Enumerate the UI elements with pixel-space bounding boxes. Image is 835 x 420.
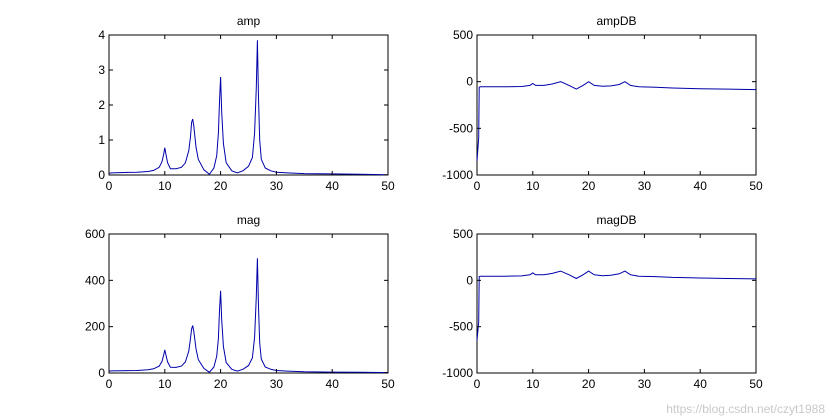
- panel-title: magDB: [596, 213, 636, 227]
- series-line-0: [476, 81, 757, 162]
- x-tick-label: 40: [694, 179, 708, 193]
- y-tick-label: -1000: [442, 168, 473, 182]
- y-tick-label: 0: [466, 75, 473, 89]
- x-tick-label: 30: [638, 179, 652, 193]
- x-tick-label: 20: [582, 179, 596, 193]
- series-line-0: [108, 40, 389, 176]
- x-tick-label: 40: [326, 179, 340, 193]
- x-tick-label: 40: [326, 377, 340, 391]
- x-tick-label: 10: [526, 377, 540, 391]
- panel-ampDB: 0 10 20 30 40 50 -1000 -500 0 500 ampDB: [442, 14, 763, 193]
- x-tick-label: 40: [694, 377, 708, 391]
- x-tick-label: 10: [158, 179, 172, 193]
- x-tick-label: 50: [749, 377, 763, 391]
- x-tick-label: 10: [526, 179, 540, 193]
- series-line-0: [476, 270, 757, 341]
- panel-amp: 0 10 20 30 40 50 0 1 2 3 4 amp: [98, 14, 395, 193]
- y-tick-label: 3: [98, 63, 105, 77]
- y-tick-label: 0: [466, 273, 473, 287]
- y-tick-label: 0: [98, 168, 105, 182]
- plot-area: [108, 34, 389, 176]
- y-tick-label: -500: [449, 121, 473, 135]
- x-tick-label: 50: [381, 179, 395, 193]
- y-tick-label: 1: [98, 133, 105, 147]
- x-tick-label: 10: [158, 377, 172, 391]
- x-tick-label: 20: [214, 377, 228, 391]
- panel-mag: 0 10 20 30 40 50 0 200 400 600 mag: [85, 213, 395, 391]
- watermark-text: https://blog.csdn.net/czyt1988: [666, 402, 825, 416]
- x-tick-label: 0: [474, 179, 481, 193]
- x-tick-label: 50: [381, 377, 395, 391]
- x-tick-label: 0: [106, 179, 113, 193]
- y-tick-label: 2: [98, 98, 105, 112]
- x-tick-label: 30: [638, 377, 652, 391]
- y-tick-label: -500: [449, 320, 473, 334]
- plot-area: [476, 34, 757, 176]
- plot-area: [476, 233, 757, 374]
- panel-title: ampDB: [596, 14, 636, 28]
- x-tick-label: 20: [214, 179, 228, 193]
- plot-area: [108, 233, 389, 374]
- y-tick-label: 500: [453, 227, 473, 241]
- y-tick-label: 400: [85, 273, 105, 287]
- y-tick-label: -1000: [442, 366, 473, 380]
- y-tick-label: 500: [453, 28, 473, 42]
- x-tick-label: 50: [749, 179, 763, 193]
- y-tick-label: 600: [85, 227, 105, 241]
- x-tick-label: 30: [270, 377, 284, 391]
- y-tick-label: 0: [98, 366, 105, 380]
- series-line-0: [108, 258, 389, 373]
- panel-title: amp: [237, 14, 261, 28]
- panel-title: mag: [237, 213, 260, 227]
- x-tick-label: 20: [582, 377, 596, 391]
- y-tick-label: 200: [85, 320, 105, 334]
- panel-magDB: 0 10 20 30 40 50 -1000 -500 0 500 magDB: [442, 213, 763, 391]
- x-tick-label: 0: [106, 377, 113, 391]
- x-tick-label: 30: [270, 179, 284, 193]
- x-tick-label: 0: [474, 377, 481, 391]
- y-tick-label: 4: [98, 28, 105, 42]
